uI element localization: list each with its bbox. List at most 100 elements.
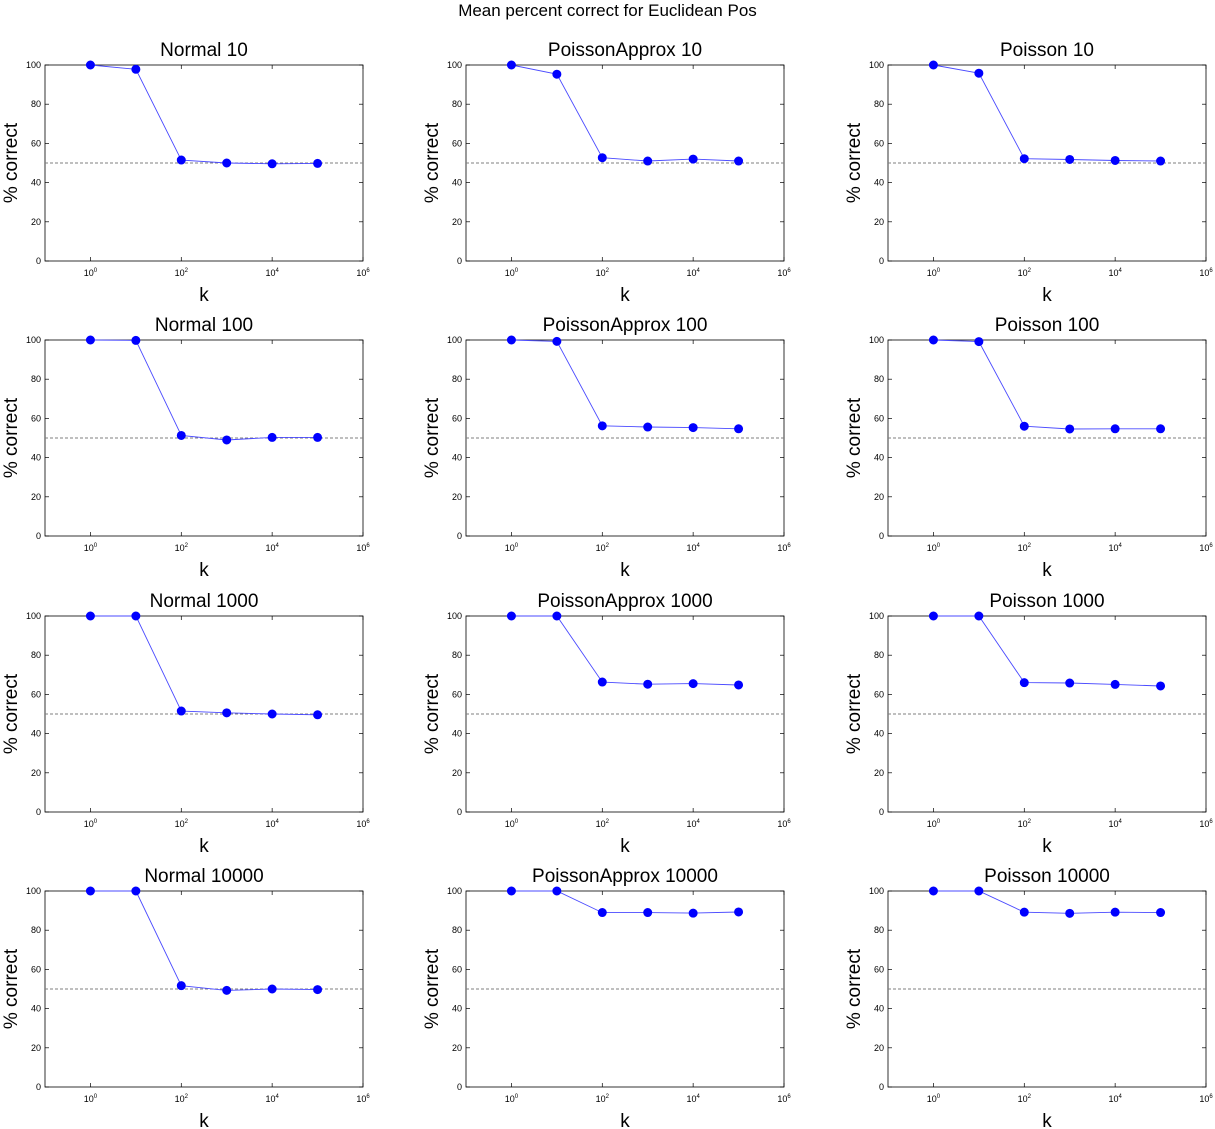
series-line <box>90 615 318 716</box>
y-axis-label: % correct <box>844 948 865 1029</box>
y-tick-label: 40 <box>452 1004 462 1014</box>
data-point <box>1110 907 1120 917</box>
y-tick-label: 40 <box>874 729 884 739</box>
x-axis-label: k <box>199 285 209 306</box>
y-tick-label: 20 <box>31 768 41 778</box>
y-tick-label: 100 <box>26 60 41 70</box>
series-line <box>90 64 318 165</box>
data-point <box>597 421 607 431</box>
series-line <box>90 890 318 991</box>
y-tick-label: 80 <box>874 650 884 660</box>
y-tick-label: 100 <box>869 886 884 896</box>
x-tick-label: 104 <box>686 268 700 278</box>
subplot-8: 0 20 40 60 80 100 100 102 104 106 PoissonApprox 10… <box>422 591 791 857</box>
y-tick-label: 100 <box>869 60 884 70</box>
y-tick-label: 20 <box>874 768 884 778</box>
y-tick-label: 80 <box>874 925 884 935</box>
y-tick-label: 0 <box>457 531 462 541</box>
data-point <box>1110 155 1120 165</box>
data-point <box>131 886 141 896</box>
data-point <box>85 886 95 896</box>
data-point <box>506 611 516 621</box>
data-point <box>552 69 562 79</box>
x-tick-label: 104 <box>265 819 279 829</box>
x-tick-label: 104 <box>265 268 279 278</box>
y-tick-label: 0 <box>36 1082 41 1092</box>
y-tick-label: 40 <box>874 453 884 463</box>
data-point <box>313 158 323 168</box>
data-point <box>1019 421 1029 431</box>
data-point <box>928 335 938 345</box>
y-tick-label: 100 <box>447 335 462 345</box>
data-point <box>1156 156 1166 166</box>
x-tick-label: 100 <box>505 1094 519 1104</box>
y-axis-label: % correct <box>1 122 22 203</box>
y-tick-label: 100 <box>869 335 884 345</box>
data-point <box>552 886 562 896</box>
y-tick-label: 40 <box>31 1004 41 1014</box>
data-point <box>974 611 984 621</box>
x-tick-label: 100 <box>84 1094 98 1104</box>
data-point <box>85 611 95 621</box>
data-point <box>928 611 938 621</box>
y-axis-label: % correct <box>844 122 865 203</box>
y-tick-label: 20 <box>874 1043 884 1053</box>
subplot-2: 0 20 40 60 80 100 100 102 104 106 PoissonApprox 10… <box>422 40 791 306</box>
data-point <box>267 159 277 169</box>
x-tick-label: 102 <box>175 268 189 278</box>
data-point <box>1156 424 1166 434</box>
data-point <box>928 60 938 70</box>
x-tick-label: 100 <box>505 268 519 278</box>
y-tick-label: 60 <box>31 413 41 423</box>
data-point <box>1110 679 1120 689</box>
y-axis-label: % correct <box>844 673 865 754</box>
y-tick-label: 20 <box>874 217 884 227</box>
x-axis-label: k <box>620 285 630 306</box>
y-tick-label: 20 <box>452 1043 462 1053</box>
data-point <box>176 430 186 440</box>
y-tick-label: 80 <box>452 925 462 935</box>
y-tick-label: 20 <box>452 217 462 227</box>
data-point <box>267 984 277 994</box>
x-tick-label: 102 <box>1018 1094 1032 1104</box>
subplot-3: 0 20 40 60 80 100 100 102 104 106 Poisson 10 k % cor… <box>844 40 1213 306</box>
y-tick-label: 60 <box>874 138 884 148</box>
x-tick-label: 100 <box>927 543 941 553</box>
series-line <box>511 64 739 162</box>
y-tick-label: 60 <box>452 689 462 699</box>
data-point <box>597 908 607 918</box>
subplot-9: 0 20 40 60 80 100 100 102 104 106 Poisson 1000 k % c… <box>844 591 1213 857</box>
y-tick-label: 60 <box>452 413 462 423</box>
x-axis-label: k <box>1042 1111 1052 1129</box>
y-tick-label: 20 <box>874 492 884 502</box>
subplot-title: PoissonApprox 1000 <box>537 591 712 612</box>
y-tick-label: 0 <box>879 807 884 817</box>
subplot-6: 0 20 40 60 80 100 100 102 104 106 Poisson 100 k % co… <box>844 315 1213 581</box>
x-tick-label: 104 <box>1108 819 1122 829</box>
y-tick-label: 60 <box>874 413 884 423</box>
data-point <box>1156 681 1166 691</box>
x-tick-label: 106 <box>1199 543 1213 553</box>
x-tick-label: 106 <box>777 819 791 829</box>
data-point <box>313 985 323 995</box>
data-point <box>688 679 698 689</box>
x-tick-label: 102 <box>175 819 189 829</box>
x-tick-label: 104 <box>265 1094 279 1104</box>
subplot-title: Poisson 100 <box>995 315 1100 336</box>
x-tick-label: 104 <box>1108 1094 1122 1104</box>
subplot-title: Poisson 10000 <box>984 866 1110 887</box>
data-point <box>688 908 698 918</box>
x-tick-label: 102 <box>596 268 610 278</box>
y-tick-label: 0 <box>36 531 41 541</box>
y-tick-label: 80 <box>452 374 462 384</box>
data-point <box>1110 424 1120 434</box>
y-tick-label: 0 <box>457 256 462 266</box>
y-axis-label: % correct <box>1 397 22 478</box>
series-line <box>933 64 1161 162</box>
data-point <box>1019 678 1029 688</box>
series-line <box>511 890 739 914</box>
subplot-12: 0 20 40 60 80 100 100 102 104 106 Poisson 10000 k % … <box>844 866 1213 1129</box>
x-tick-label: 104 <box>1108 268 1122 278</box>
y-tick-label: 40 <box>874 178 884 188</box>
data-point <box>506 335 516 345</box>
